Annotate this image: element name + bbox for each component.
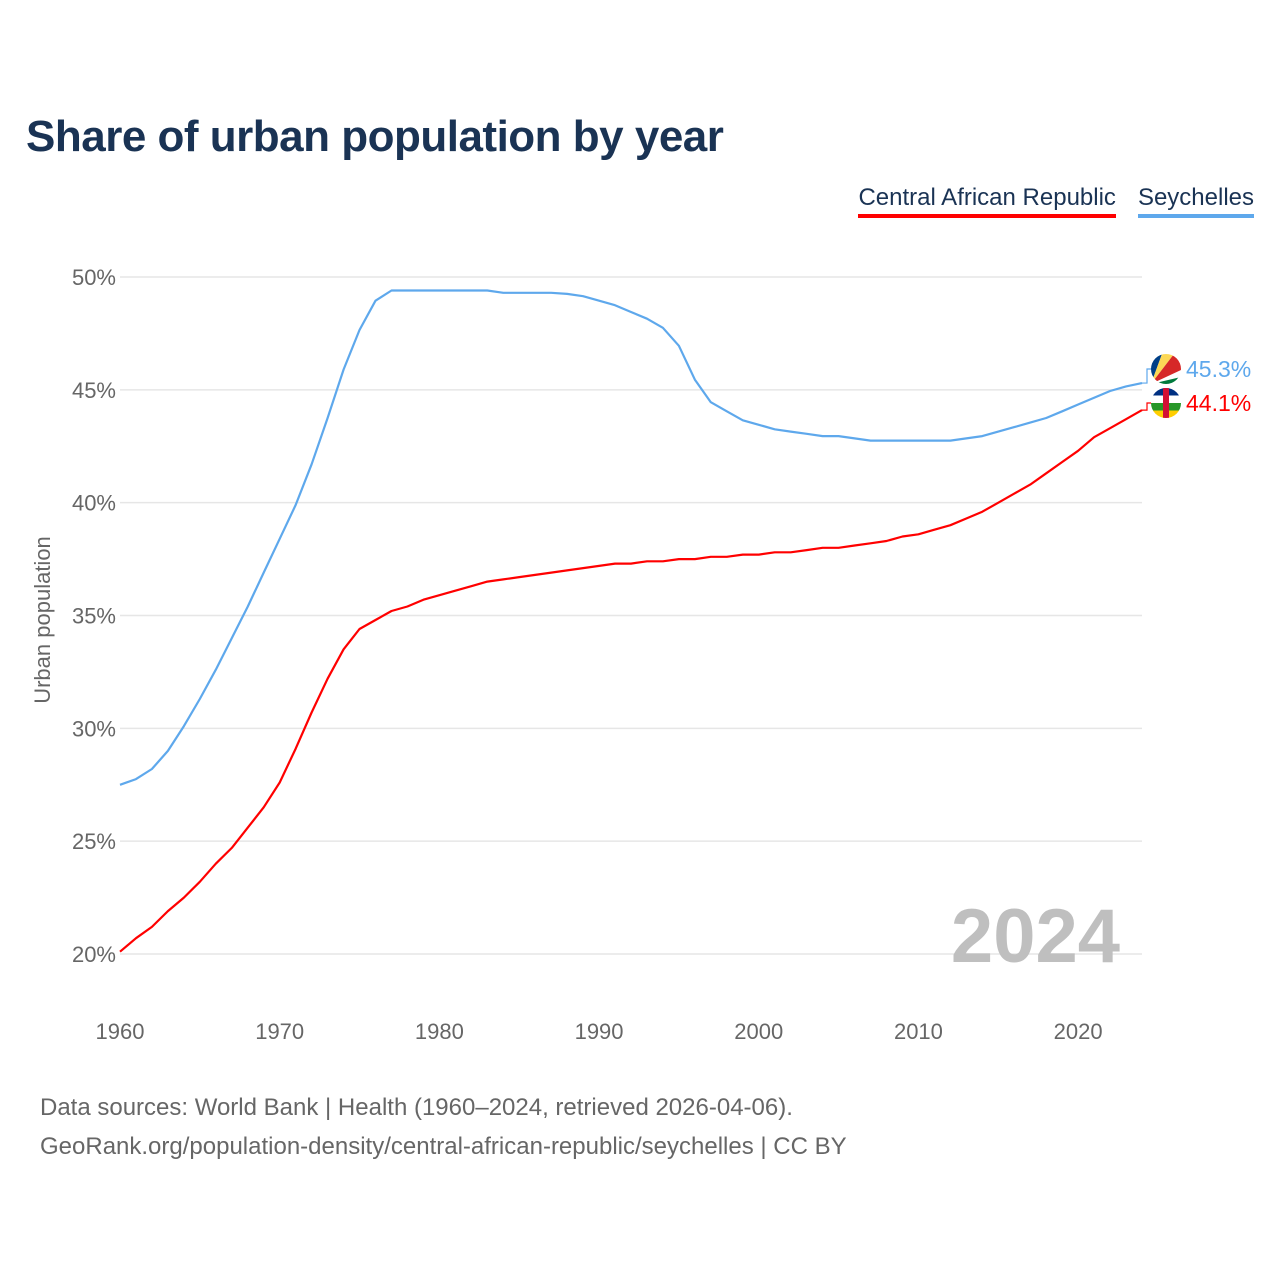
end-connector: [1142, 368, 1152, 384]
end-value-label-central-african-republic: 44.1%: [1186, 390, 1251, 416]
series-line-central-african-republic: [119, 409, 1143, 953]
y-axis-label: Urban population: [30, 536, 55, 704]
series-line-seychelles: [119, 289, 1143, 786]
x-tick-label: 2020: [1054, 1019, 1103, 1044]
x-tick-label: 1970: [255, 1019, 304, 1044]
y-tick-label: 40%: [72, 491, 116, 516]
y-tick-label: 45%: [72, 378, 116, 403]
x-tick-label: 2000: [734, 1019, 783, 1044]
central-african-republic-flag-icon: [1151, 388, 1181, 418]
end-value-label-seychelles: 45.3%: [1186, 356, 1251, 382]
source-note: Data sources: World Bank | Health (1960–…: [40, 1094, 793, 1121]
y-tick-label: 30%: [72, 716, 116, 741]
footer: Data sources: World Bank | Health (1960–…: [40, 1088, 847, 1166]
x-tick-label: 2010: [894, 1019, 943, 1044]
y-tick-label: 20%: [72, 942, 116, 967]
attribution-link[interactable]: GeoRank.org/population-density/central-a…: [40, 1133, 847, 1160]
x-tick-label: 1980: [415, 1019, 464, 1044]
seychelles-flag-icon: [1151, 354, 1181, 384]
legend-item-seychelles[interactable]: Seychelles: [1137, 184, 1254, 218]
y-tick-label: 50%: [72, 265, 116, 290]
legend-item-central-african-republic[interactable]: Central African Republic: [858, 184, 1116, 218]
chart-title: Share of urban population by year: [26, 112, 724, 161]
legend: Central African Republic Seychelles: [858, 184, 1254, 218]
y-tick-label: 25%: [72, 829, 116, 854]
x-tick-label: 1960: [96, 1019, 145, 1044]
year-watermark: 2024: [951, 894, 1120, 979]
x-tick-label: 1990: [575, 1019, 624, 1044]
y-tick-label: 35%: [72, 604, 116, 629]
end-connector: [1142, 402, 1152, 411]
